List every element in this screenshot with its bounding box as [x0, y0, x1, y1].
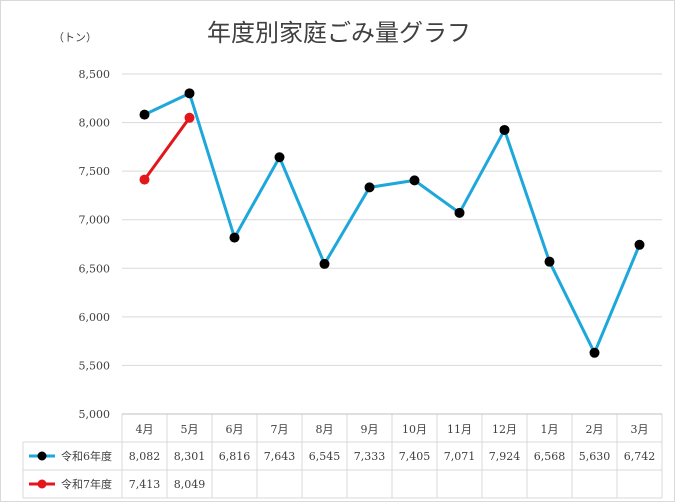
y-tick-label: 7,500 — [79, 165, 111, 178]
data-point — [499, 124, 510, 135]
y-tick-label: 8,000 — [79, 117, 111, 130]
series-line — [143, 91, 641, 355]
data-point — [634, 239, 645, 250]
data-point — [589, 347, 600, 358]
x-category-label: 5月 — [181, 423, 199, 436]
x-category-label: 6月 — [226, 423, 244, 436]
data-point — [319, 258, 330, 269]
x-category-label: 7月 — [271, 423, 289, 436]
x-category-label: 2月 — [586, 423, 604, 436]
data-value-cell: 6,545 — [309, 450, 341, 463]
series-line — [143, 116, 191, 181]
legend-marker — [37, 451, 47, 461]
y-axis-unit-label: （トン） — [53, 31, 97, 44]
series-lines — [139, 88, 645, 358]
x-category-label: 1月 — [541, 423, 559, 436]
y-tick-label: 6,500 — [79, 262, 111, 275]
x-category-label: 10月 — [402, 423, 427, 436]
legend-label: 令和6年度 — [61, 449, 112, 463]
data-point — [229, 232, 240, 243]
data-point — [184, 88, 195, 99]
data-value-cell: 7,071 — [444, 450, 476, 463]
y-tick-label: 8,500 — [79, 68, 111, 81]
data-point — [454, 207, 465, 218]
data-value-cell: 8,301 — [174, 450, 206, 463]
data-value-cell: 7,643 — [264, 450, 296, 463]
x-category-label: 4月 — [136, 423, 154, 436]
x-category-label: 11月 — [447, 423, 472, 436]
data-point — [139, 174, 150, 185]
x-category-label: 9月 — [361, 423, 379, 436]
data-value-cell: 7,333 — [354, 450, 386, 463]
legend-label: 令和7年度 — [61, 477, 112, 491]
data-point — [364, 182, 375, 193]
data-point — [184, 112, 195, 123]
data-value-cell: 6,568 — [534, 450, 566, 463]
gridlines — [122, 73, 662, 415]
data-value-cell: 8,082 — [129, 450, 161, 463]
data-value-cell: 7,413 — [129, 478, 161, 491]
data-point — [274, 152, 285, 163]
x-category-label: 12月 — [492, 423, 517, 436]
y-tick-label: 5,000 — [79, 408, 111, 421]
y-tick-label: 7,000 — [79, 214, 111, 227]
x-category-label: 3月 — [631, 423, 649, 436]
data-value-cell: 8,049 — [174, 478, 206, 491]
data-value-cell: 7,924 — [489, 450, 521, 463]
x-category-label: 8月 — [316, 423, 334, 436]
data-value-cell: 6,816 — [219, 450, 251, 463]
data-value-cell: 5,630 — [579, 450, 611, 463]
y-axis-ticks: 5,000 5,500 6,000 6,500 7,000 7,500 8,000 8,500 — [79, 68, 111, 421]
data-value-cell: 6,742 — [624, 450, 656, 463]
chart-title: 年度別家庭ごみ量グラフ — [207, 19, 471, 47]
data-value-cell: 7,405 — [399, 450, 431, 463]
y-tick-label: 6,000 — [79, 311, 111, 324]
y-tick-label: 5,500 — [79, 359, 111, 372]
data-point — [409, 175, 420, 186]
data-point — [139, 109, 150, 120]
data-point — [544, 256, 555, 267]
legend-marker — [37, 479, 47, 489]
